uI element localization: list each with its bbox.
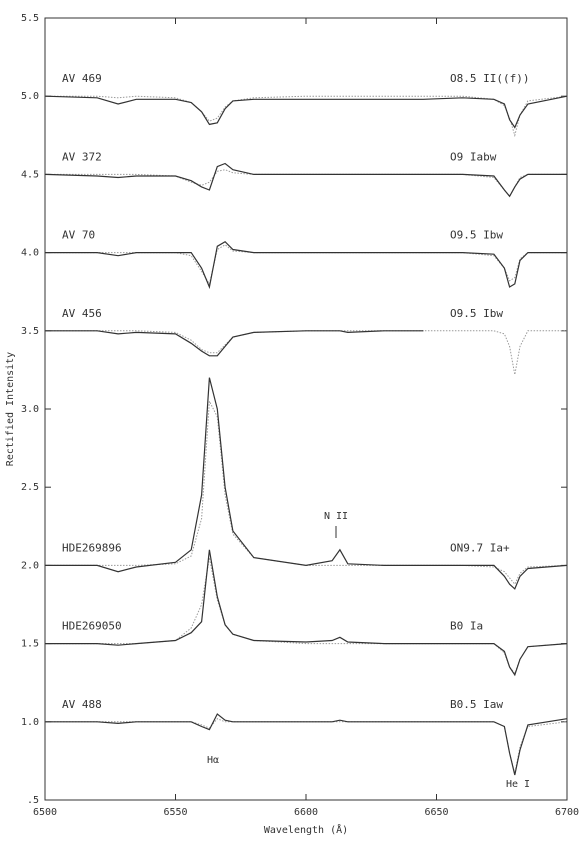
model-line xyxy=(45,557,568,675)
spectral-type: B0 Ia xyxy=(450,620,483,633)
y-tick-label: 5.5 xyxy=(21,13,39,24)
spectrum-line xyxy=(45,713,568,776)
spectral-type: O9.5 Ibw xyxy=(450,229,503,242)
x-tick-label: 6600 xyxy=(294,807,318,818)
annotation: N II xyxy=(324,511,348,522)
y-tick-label: 5.0 xyxy=(21,91,39,102)
spectral-type: O8.5 II((f)) xyxy=(450,72,529,85)
star-name: AV 70 xyxy=(62,229,95,242)
x-tick-label: 6650 xyxy=(424,807,448,818)
y-tick-label: 4.5 xyxy=(21,169,39,180)
star-name: AV 469 xyxy=(62,72,102,85)
x-axis-label: Wavelength (Å) xyxy=(264,823,348,836)
x-tick-label: 6500 xyxy=(33,807,57,818)
spectrum-line xyxy=(45,240,567,290)
y-tick-label: 2.5 xyxy=(21,482,39,493)
y-tick-label: 3.0 xyxy=(21,404,39,415)
x-tick-label: 6700 xyxy=(555,807,579,818)
y-tick-label: 1.0 xyxy=(21,717,39,728)
spectrum-line xyxy=(45,377,568,590)
model-line xyxy=(45,330,567,375)
model-line xyxy=(45,244,567,286)
star-name: AV 456 xyxy=(62,307,102,320)
y-tick-label: 2.0 xyxy=(21,560,39,571)
spectrum-line xyxy=(45,549,568,677)
model-line xyxy=(45,169,567,198)
spectral-type: O9 Iabw xyxy=(450,150,497,163)
spectral-type: O9.5 Ibw xyxy=(450,307,503,320)
spectrum-line xyxy=(44,162,567,198)
y-tick-label: 1.5 xyxy=(21,639,39,650)
y-axis-label: Rectified Intensity xyxy=(5,352,16,466)
annotation: Hα xyxy=(207,755,219,766)
annotation: He I xyxy=(506,779,530,790)
spectral-type: B0.5 Iaw xyxy=(450,698,503,711)
star-name: HDE269050 xyxy=(62,620,122,633)
star-name: AV 488 xyxy=(62,698,102,711)
star-name: HDE269896 xyxy=(62,541,122,554)
spectrum-line xyxy=(45,330,424,357)
y-tick-label: 3.5 xyxy=(21,326,39,337)
spectral-type: ON9.7 Ia+ xyxy=(450,541,510,554)
y-tick-label: .5 xyxy=(27,795,39,806)
model-line xyxy=(45,718,568,774)
model-line xyxy=(45,399,568,586)
plot-frame xyxy=(44,17,568,801)
spectrum-line xyxy=(44,95,568,129)
x-tick-label: 6550 xyxy=(163,807,187,818)
star-name: AV 372 xyxy=(62,150,102,163)
y-tick-label: 4.0 xyxy=(21,248,39,259)
